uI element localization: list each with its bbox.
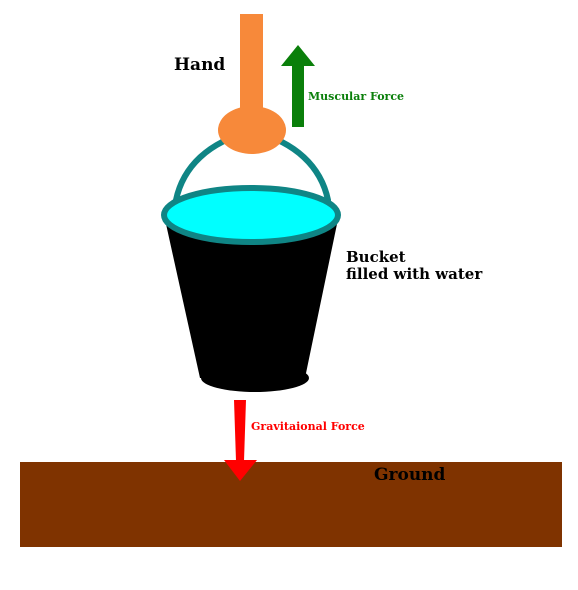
muscular-force-label: Muscular Force bbox=[308, 90, 405, 103]
ground bbox=[20, 462, 562, 547]
bucket-body bbox=[166, 224, 337, 378]
bucket-rim bbox=[161, 185, 341, 245]
hand-label: Hand bbox=[174, 55, 226, 75]
gravitational-force-arrow-shaft bbox=[234, 400, 246, 461]
water-surface bbox=[165, 189, 337, 241]
bucket-label: Bucket filled with water bbox=[346, 248, 483, 284]
bucket-label-line-2: filled with water bbox=[346, 265, 483, 284]
bucket-bottom bbox=[201, 364, 309, 392]
muscular-force-arrow-shaft bbox=[292, 66, 304, 127]
ground-label: Ground bbox=[374, 465, 446, 485]
bucket-label-line-1: Bucket bbox=[346, 248, 406, 266]
hand-arm bbox=[240, 14, 263, 126]
gravitational-force-arrow-head bbox=[224, 460, 257, 481]
muscular-force-arrow-head bbox=[281, 45, 315, 66]
gravitational-force-arrow bbox=[224, 400, 257, 481]
gravitational-force-label: Gravitaional Force bbox=[251, 420, 365, 433]
muscular-force-arrow bbox=[281, 45, 315, 127]
hand-palm bbox=[218, 106, 286, 154]
